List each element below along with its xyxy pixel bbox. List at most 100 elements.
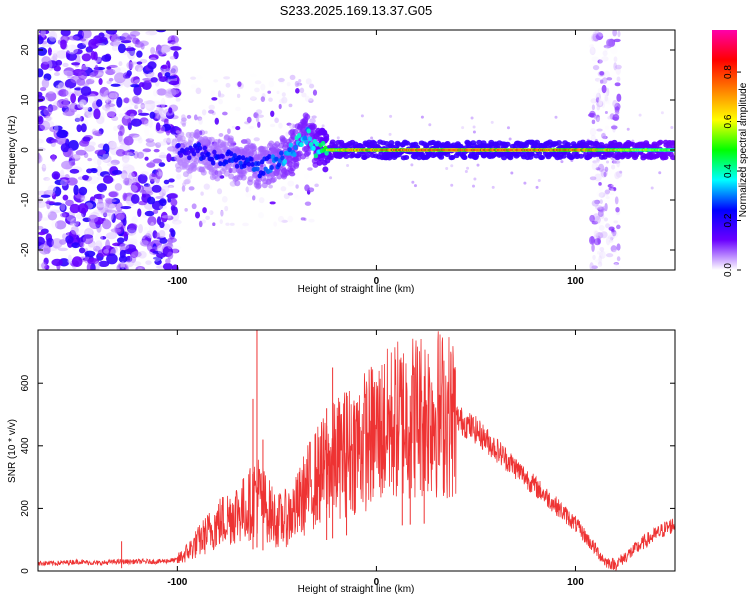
x-tick-label: 100: [567, 276, 584, 287]
spectrogram-cell: [450, 183, 454, 187]
spectrogram-cell: [118, 255, 128, 263]
spectrogram-cell: [190, 76, 197, 80]
spectrogram-cell: [224, 159, 229, 165]
spectrogram-cell: [270, 110, 275, 117]
spectrogram-cell: [131, 216, 138, 225]
spectrogram-cell: [321, 124, 325, 128]
spectrogram-cell: [169, 228, 175, 234]
spectrogram-cell: [607, 170, 612, 175]
spectrogram-cell: [51, 139, 59, 144]
spectrogram-cell: [93, 209, 105, 215]
spectrogram-cell: [202, 207, 207, 214]
spectrogram-cell: [163, 118, 169, 126]
spectrogram-cell: [168, 133, 177, 138]
spectrogram-cell: [612, 113, 620, 122]
x-tick-label: 0: [374, 577, 380, 588]
spectrogram-cell: [510, 171, 514, 175]
spectrogram-cell: [648, 150, 655, 156]
spectrogram-cell: [267, 90, 272, 94]
spectrogram-cell: [304, 95, 310, 102]
spectrogram-cell: [150, 46, 156, 55]
spectrogram-cell: [604, 47, 609, 52]
spectrogram-cell: [657, 139, 664, 145]
spectrogram-cell: [286, 81, 291, 87]
spectrogram-cell: [133, 151, 139, 159]
spectrogram-cell: [127, 201, 134, 206]
spectrogram-cell: [112, 66, 121, 74]
spectrogram-cell: [588, 97, 596, 106]
spectrogram-cell: [91, 168, 98, 174]
spectrogram-cell: [611, 183, 617, 187]
spectrogram-cell: [604, 189, 611, 195]
colorbar-ticks: 0.0 0.2 0.4 0.6 0.8: [723, 65, 741, 277]
spectrogram-cell: [320, 140, 326, 146]
spectrogram-cell: [47, 185, 57, 193]
spectrogram-cell: [598, 163, 605, 172]
spectrogram-cell: [96, 203, 105, 208]
spectrogram-cell: [218, 98, 223, 105]
spectrogram-cell: [38, 225, 44, 230]
spectrogram-cell: [473, 177, 477, 181]
spectrogram-cell: [111, 169, 123, 175]
spectrogram-cell: [92, 155, 104, 165]
spectrogram-cell: [607, 97, 611, 105]
spectrogram-cell: [84, 250, 96, 257]
spectrogram-cell: [314, 141, 320, 147]
spectrogram-cell: [90, 50, 96, 61]
spectrogram-cell: [596, 104, 600, 111]
spectrogram-cell: [140, 43, 145, 50]
spectrogram-cell: [589, 44, 595, 49]
spectrogram-cell: [215, 106, 221, 113]
y-tick-label: 200: [20, 500, 31, 517]
spectrogram-cell: [51, 238, 63, 249]
spectrogram-cell: [603, 264, 609, 270]
spectrogram-cell: [181, 122, 186, 127]
spectrogram-cell: [307, 167, 313, 171]
spectrogram-cell: [106, 253, 118, 265]
spectrogram-cell: [589, 214, 595, 223]
spectrogram-cell: [195, 211, 201, 219]
spectrogram-cell: [96, 183, 107, 193]
spectrogram-cell: [596, 250, 601, 255]
spectrogram-cell: [117, 43, 126, 54]
spectrogram-cell: [591, 119, 596, 125]
spectrogram-cell: [307, 136, 313, 142]
spectrogram-cell: [156, 141, 168, 146]
spectrogram-cell: [420, 115, 424, 119]
spectrogram-cell: [159, 238, 168, 244]
spectrogram-cell: [38, 95, 46, 103]
spectrogram-cell: [281, 219, 288, 223]
spectrogram-cell: [60, 202, 66, 211]
spectrogram-cell: [592, 33, 600, 42]
spectrogram-cell: [604, 94, 609, 102]
spectrogram-cell: [197, 145, 203, 151]
spectrogram-cell: [254, 80, 262, 85]
spectrogram-cell: [143, 32, 151, 38]
spectrogram-cell: [168, 80, 180, 85]
spectrogram-cell: [65, 235, 74, 244]
spectrogram-cell: [206, 184, 213, 191]
spectrogram-cell: [130, 182, 142, 193]
spectrogram-cell: [296, 133, 302, 139]
snr-y-ticks: 0 200 400 600: [20, 374, 675, 574]
spectrogram-cell: [70, 93, 77, 104]
spectrogram-cell: [181, 114, 186, 120]
spectrogram-cell: [304, 113, 311, 120]
spectrogram-cell: [237, 155, 242, 161]
spectrogram-cell: [613, 38, 621, 43]
spectrogram-cell: [219, 219, 223, 225]
spectrogram-cell: [206, 151, 211, 157]
spectrogram-cell: [59, 169, 65, 178]
spectrogram-cell: [299, 142, 304, 148]
spectrogram-cell: [105, 197, 112, 204]
spectrogram-cell: [249, 73, 257, 77]
spectrogram-cell: [208, 104, 215, 111]
spectrogram-cell: [88, 141, 96, 147]
spectrogram-cell: [76, 229, 88, 236]
spectrogram-marks: [38, 30, 675, 270]
spectrogram-cell: [142, 148, 152, 153]
spectrogram-cell: [491, 185, 495, 189]
spectrogram-cell: [278, 77, 285, 84]
spectrogram-cell: [63, 97, 70, 109]
spectrogram-cell: [184, 208, 188, 212]
